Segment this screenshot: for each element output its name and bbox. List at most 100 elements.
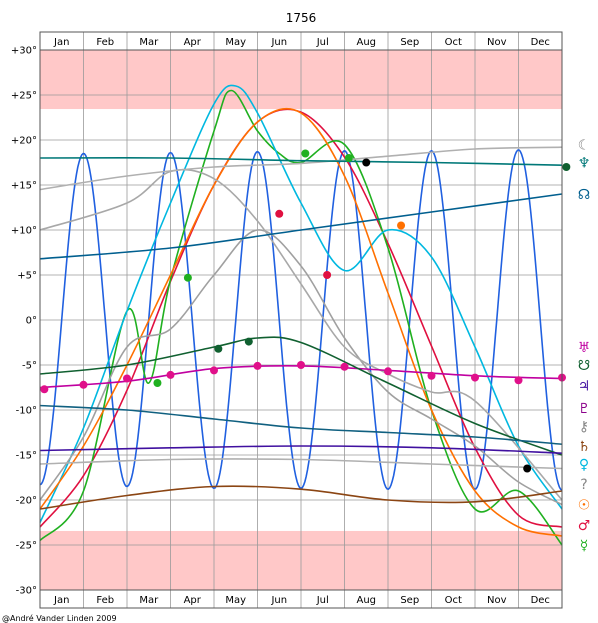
month-label-top-jul: Jul [316, 37, 329, 48]
moon-glyph: ☾ [578, 138, 591, 154]
series-line-node [39, 193, 563, 260]
marker-point [523, 464, 532, 473]
month-label-bottom-oct: Oct [445, 595, 462, 606]
month-labels-top: Jan Feb Mar Apr May Jun Jul Aug Sep Oct Nov Dec [53, 37, 550, 48]
series-line-saturn [39, 168, 563, 501]
y-tick-label: -10° [16, 406, 37, 417]
marker-point [340, 362, 349, 371]
y-tick-label: -5° [22, 361, 37, 372]
month-label-top-oct: Oct [445, 37, 462, 48]
position-markers [40, 149, 571, 473]
uranus-glyph: ♅ [578, 340, 591, 356]
marker-point [244, 337, 253, 346]
saturn-glyph: ♄ [578, 439, 591, 455]
marker-point [153, 379, 162, 387]
month-label-top-dec: Dec [531, 37, 550, 48]
month-label-top-apr: Apr [184, 37, 202, 48]
node-glyph: ☊ [578, 187, 590, 203]
y-tick-label: +30° [11, 46, 37, 57]
neptune-glyph: ♆ [578, 156, 591, 172]
marker-point [344, 154, 353, 162]
month-label-bottom-jan: Jan [53, 595, 69, 606]
marker-point [301, 149, 310, 158]
month-label-bottom-aug: Aug [356, 595, 376, 606]
month-label-bottom-feb: Feb [96, 595, 114, 606]
marker-point [275, 209, 284, 218]
jupiter-glyph: ♃ [578, 379, 591, 395]
planet-glyphs: ☾ ♆ ☊ ♅ ☋ ♃ ♇ ⚷ ♄ ♀? ☉ ♂ ☿ [578, 138, 591, 555]
mars-glyph: ♂ [578, 518, 591, 534]
series-line-juno [39, 485, 563, 510]
month-label-top-may: May [225, 37, 246, 48]
series-line-uranus [39, 146, 563, 191]
y-tick-label: -25° [16, 541, 37, 552]
marker-point [297, 361, 305, 369]
month-label-top-sep: Sep [400, 37, 419, 48]
marker-point [362, 158, 371, 167]
y-tick-label: +20° [11, 136, 37, 147]
y-tick-label: +5° [17, 271, 37, 282]
series-line-venus [39, 84, 563, 523]
month-label-bottom-dec: Dec [531, 595, 550, 606]
y-tick-label: +25° [11, 91, 37, 102]
month-label-bottom-sep: Sep [400, 595, 419, 606]
y-tick-label: -15° [16, 451, 37, 462]
month-label-bottom-jul: Jul [316, 595, 329, 606]
plot-frame [39, 31, 563, 609]
pluto-glyph: ♇ [578, 401, 591, 417]
credit: @André Vander Linden 2009 [2, 613, 117, 623]
descending-node-glyph: ☋ [578, 358, 590, 374]
series-line-moon [39, 149, 563, 491]
marker-point [40, 385, 49, 394]
series-line-vesta [39, 404, 563, 445]
marker-point [397, 221, 406, 230]
month-label-bottom-jun: Jun [270, 595, 287, 606]
month-label-bottom-may: May [225, 595, 246, 606]
marker-point [79, 380, 88, 389]
month-labels-bottom: Jan Feb Mar Apr May Jun Jul Aug Sep Oct Nov Dec [53, 595, 550, 606]
month-label-bottom-mar: Mar [139, 595, 159, 606]
series-line-pallas [39, 445, 563, 454]
month-label-top-jun: Jun [270, 37, 287, 48]
series-lines [39, 84, 563, 546]
month-label-bottom-nov: Nov [487, 595, 507, 606]
y-tick-label: 0° [26, 316, 37, 327]
marker-point [166, 370, 175, 379]
venus-glyph: ♀ [579, 457, 589, 473]
series-line-mercury [39, 89, 563, 546]
grid [39, 32, 563, 608]
marker-point [123, 374, 131, 383]
month-label-bottom-apr: Apr [184, 595, 202, 606]
y-tick-label: +15° [11, 181, 37, 192]
y-tick-label: -20° [16, 496, 37, 507]
y-tick-label: -30° [16, 586, 37, 597]
frame-border [39, 31, 563, 609]
marker-point [427, 371, 436, 380]
marker-point [183, 273, 192, 282]
marker-point [471, 373, 479, 382]
series-line-jupiter [39, 229, 563, 506]
marker-point [384, 367, 392, 376]
series-line-neptune [39, 157, 563, 166]
month-label-top-mar: Mar [139, 37, 159, 48]
month-label-top-jan: Jan [53, 37, 69, 48]
series-line-ceres [39, 336, 563, 456]
series-line-chiron [39, 458, 563, 470]
marker-point [210, 366, 218, 375]
marker-point [323, 271, 332, 279]
month-label-top-aug: Aug [356, 37, 376, 48]
chart-title: 1756 [286, 11, 317, 25]
chiron-glyph: ⚷ [579, 419, 589, 435]
mercury-glyph: ☿ [580, 538, 589, 554]
y-tick-label: +10° [11, 226, 37, 237]
y-tick-labels: +30° +25° +20° +15° +10° +5° 0° -5° -10° -15° -20°… [11, 46, 37, 597]
marker-point [514, 376, 523, 385]
month-label-top-nov: Nov [487, 37, 507, 48]
sun-glyph: ☉ [578, 498, 591, 514]
unknown-glyph: ? [580, 477, 587, 493]
marker-point [253, 361, 262, 370]
month-label-top-feb: Feb [96, 37, 114, 48]
marker-point [214, 344, 223, 353]
marker-point [562, 163, 571, 171]
